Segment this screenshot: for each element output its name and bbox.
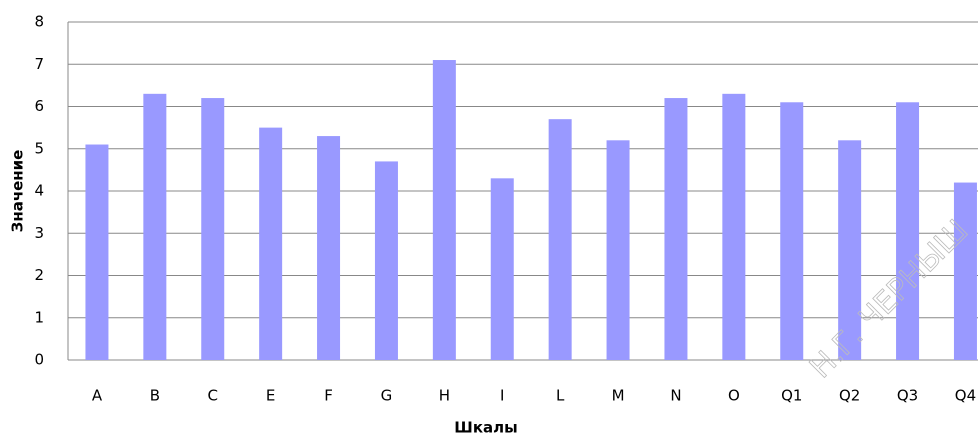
x-tick-label: C xyxy=(208,387,218,405)
bar xyxy=(432,60,456,361)
x-tick-label: Q4 xyxy=(955,387,976,405)
bar xyxy=(490,178,514,360)
y-tick-label: 8 xyxy=(34,13,44,31)
bar xyxy=(85,144,109,360)
x-tick-label: N xyxy=(670,387,681,405)
x-tick-label: Q1 xyxy=(781,387,802,405)
bar xyxy=(896,102,920,361)
x-tick-label: M xyxy=(612,387,625,405)
x-tick-label: H xyxy=(439,387,450,405)
bar xyxy=(953,182,977,360)
bar xyxy=(780,102,804,361)
bar xyxy=(722,93,746,360)
bar xyxy=(838,140,862,360)
x-tick-label: G xyxy=(381,387,393,405)
bar xyxy=(664,98,688,361)
x-tick-label: Q3 xyxy=(897,387,918,405)
x-tick-label: B xyxy=(150,387,160,405)
bar xyxy=(548,119,572,360)
y-axis-title: Значение xyxy=(9,150,27,233)
bar xyxy=(606,140,630,360)
watermark: Н.Г. ЧЕРНЫШ xyxy=(803,213,975,385)
y-tick-label: 4 xyxy=(34,182,44,200)
x-tick-label: F xyxy=(324,387,333,405)
y-tick-label: 3 xyxy=(34,224,44,242)
bar xyxy=(143,93,167,360)
x-tick-label: O xyxy=(728,387,740,405)
x-tick-label: Q2 xyxy=(839,387,860,405)
bar xyxy=(259,127,283,360)
x-tick-label: I xyxy=(500,387,504,405)
y-tick-label: 2 xyxy=(34,266,44,284)
x-tick-label: E xyxy=(266,387,275,405)
bar xyxy=(201,98,225,361)
bar xyxy=(374,161,398,360)
bar xyxy=(317,136,341,360)
y-tick-label: 0 xyxy=(34,351,44,369)
x-axis-title: Шкалы xyxy=(454,419,517,437)
x-tick-label: A xyxy=(92,387,103,405)
y-tick-label: 7 xyxy=(34,55,44,73)
y-tick-label: 6 xyxy=(34,97,44,115)
y-tick-label: 1 xyxy=(34,308,44,326)
y-tick-label: 5 xyxy=(34,139,44,157)
x-tick-label: L xyxy=(556,387,565,405)
